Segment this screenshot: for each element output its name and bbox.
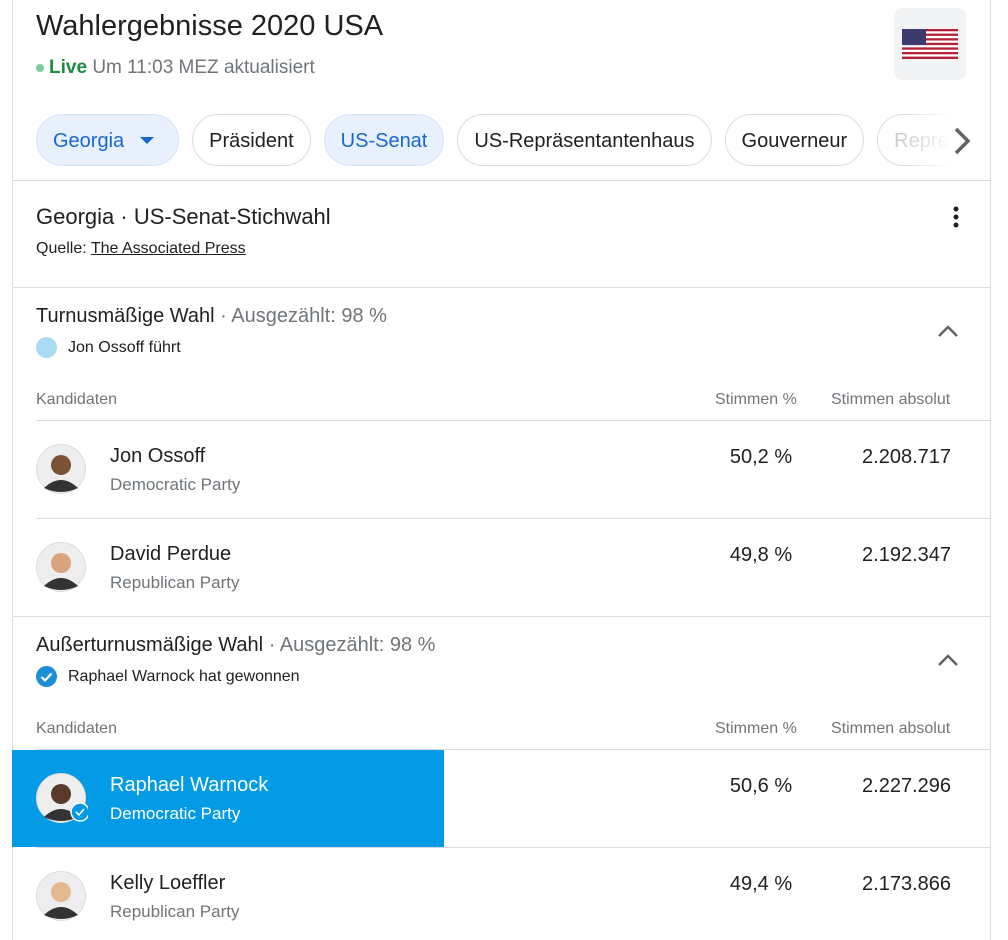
source: Quelle: The Associated Press [36, 240, 246, 258]
divider [36, 518, 990, 519]
candidate-name: David Perdue [110, 543, 232, 565]
avatar [36, 773, 88, 823]
status-line: Live Um 11:03 MEZ aktualisiert [36, 57, 315, 79]
race-name: Turnusmäßige Wahl [36, 305, 215, 327]
divider [12, 616, 990, 617]
tab[interactable]: Georgia [36, 114, 180, 166]
race-counted: · Ausgezählt: 98 % [268, 634, 436, 656]
column-head: Kandidaten [36, 391, 117, 408]
status-text: Raphael Warnock hat gewonnen [68, 668, 300, 685]
vote-percent: 50,6 % [729, 775, 793, 797]
race-title: Turnusmäßige Wahl · Ausgezählt: 98 % [36, 305, 387, 328]
candidate-party: Democratic Party [110, 475, 241, 494]
live: Live [49, 57, 88, 78]
avatar [36, 444, 86, 494]
vote-percent: 49,4 % [729, 873, 793, 895]
candidate-name: Raphael Warnock [110, 774, 269, 796]
divider [36, 420, 990, 421]
divider [12, 287, 990, 288]
tab-label: US-Repräsentantenhaus [474, 130, 695, 152]
live-dot [36, 63, 44, 72]
tab-fade [900, 114, 990, 168]
source-link[interactable]: The Associated Press [90, 240, 246, 257]
collapse[interactable] [937, 653, 959, 667]
column-head: Stimmen % [715, 391, 797, 408]
race-name: Außerturnusmäßige Wahl [36, 634, 264, 656]
race-counted: · Ausgezählt: 98 % [220, 305, 387, 327]
tab-label: Georgia [53, 130, 125, 152]
section-title: Georgia · US-Senat-Stichwahl [36, 204, 331, 229]
divider [36, 749, 990, 750]
winner-icon [36, 666, 57, 688]
frame-left [12, 0, 13, 940]
vote-count: 2.208.717 [862, 446, 951, 468]
updated: Um 11:03 MEZ aktualisiert [92, 57, 315, 78]
tab[interactable]: Präsident [192, 114, 311, 166]
dropdown-arrow [140, 137, 155, 144]
vote-count: 2.192.347 [862, 544, 951, 566]
column-head: Stimmen % [715, 720, 797, 737]
flag-box [894, 8, 966, 80]
title: Wahlergebnisse 2020 USA [36, 10, 384, 42]
tab-bar: Georgia Präsident US-Senat US-Repräsentante… [36, 114, 990, 168]
source-label: Quelle: [36, 240, 87, 257]
race-status: Jon Ossoff führt [36, 337, 181, 359]
divider [36, 847, 990, 848]
lead-icon [36, 337, 57, 359]
status-text: Jon Ossoff führt [68, 339, 181, 356]
collapse[interactable] [937, 324, 959, 338]
column-head: Stimmen absolut [831, 720, 951, 737]
tabs-next[interactable] [950, 125, 976, 157]
avatar [36, 542, 86, 592]
candidate-party: Democratic Party [110, 804, 241, 823]
flag [902, 29, 958, 59]
more-menu[interactable] [948, 205, 964, 229]
candidate-party: Republican Party [110, 573, 240, 592]
tab-label: US-Senat [340, 130, 428, 152]
race-status: Raphael Warnock hat gewonnen [36, 666, 300, 688]
tab[interactable]: Gouverneur [724, 114, 865, 166]
tab-label: Präsident [209, 130, 294, 152]
avatar [36, 871, 86, 921]
vote-count: 2.173.866 [862, 873, 951, 895]
candidate-party: Republican Party [110, 902, 240, 921]
frame-right [990, 0, 991, 940]
column-head: Kandidaten [36, 720, 117, 737]
column-head: Stimmen absolut [831, 391, 951, 408]
tab-label: Gouverneur [741, 130, 848, 152]
vote-percent: 50,2 % [729, 446, 793, 468]
divider [12, 180, 990, 181]
candidate-name: Jon Ossoff [110, 445, 206, 467]
tab[interactable]: US-Senat [323, 114, 445, 166]
candidate-name: Kelly Loeffler [110, 872, 226, 894]
vote-percent: 49,8 % [729, 544, 793, 566]
vote-count: 2.227.296 [862, 775, 951, 797]
tab[interactable]: US-Repräsentantenhaus [457, 114, 712, 166]
race-title: Außerturnusmäßige Wahl · Ausgezählt: 98 … [36, 634, 435, 657]
